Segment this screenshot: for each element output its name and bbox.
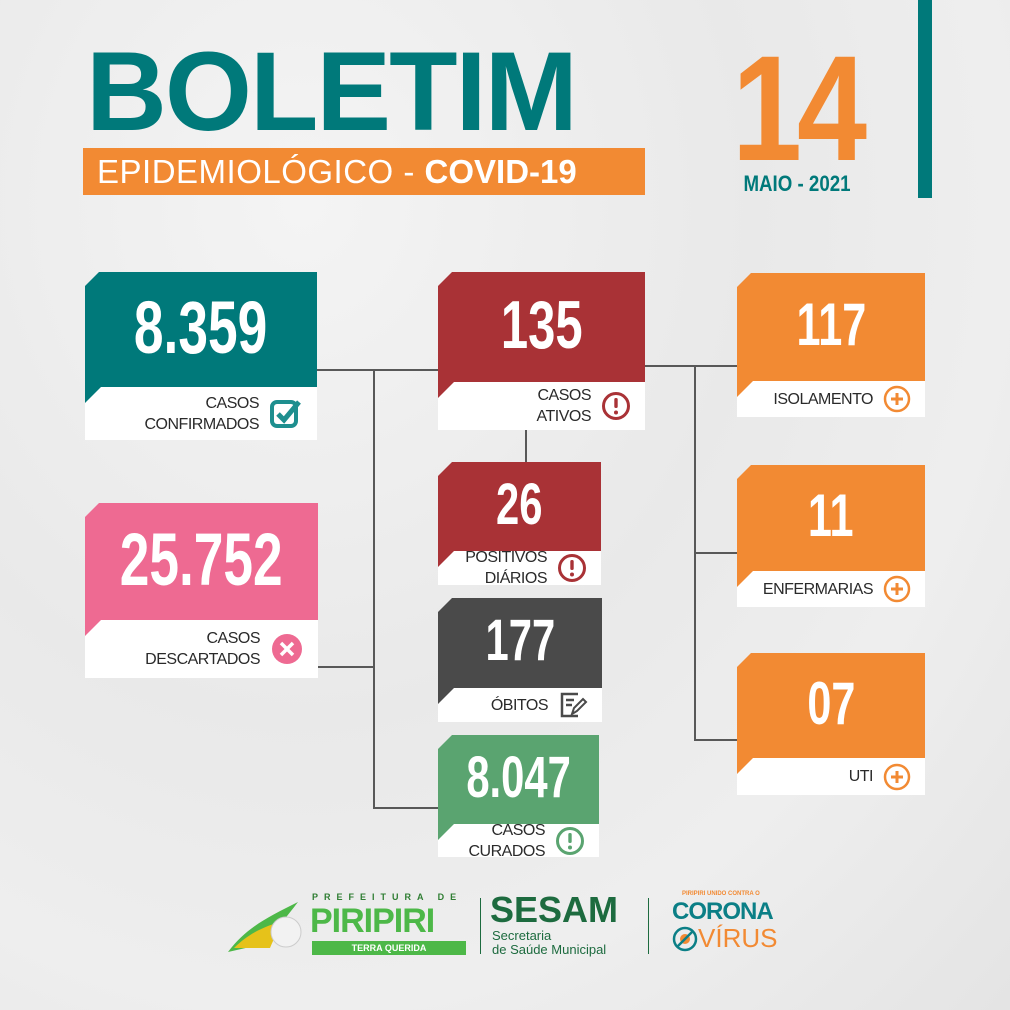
card-label-line1: ISOLAMENTO	[773, 390, 873, 408]
card-casos-descartados: 25.752 CASOS DESCARTADOS	[85, 503, 318, 678]
x-circle-icon	[270, 632, 304, 666]
connector-line	[317, 369, 438, 371]
card-value: 8.359	[134, 286, 268, 369]
card-value: 25.752	[120, 518, 283, 601]
subtitle-light: EPIDEMIOLÓGICO -	[97, 153, 425, 190]
card-label-line1: CASOS	[537, 387, 591, 404]
card-casos-confirmados: 8.359 CASOS CONFIRMADOS	[85, 272, 317, 440]
card-value-header: 26	[438, 462, 601, 567]
card-label: ÓBITOS	[490, 695, 549, 716]
card-value: 07	[806, 670, 856, 737]
card-value-header: 117	[737, 273, 925, 397]
sesam-line1: Secretaria	[492, 928, 552, 943]
card-value-header: 11	[737, 465, 925, 587]
card-label-area: ISOLAMENTO	[737, 381, 925, 417]
connector-line	[373, 369, 375, 809]
corona-line1: CORONA	[672, 898, 774, 925]
card-value: 177	[485, 608, 555, 673]
sesam-line2: de Saúde Municipal	[492, 942, 607, 957]
card-label-line1: POSITIVOS	[465, 549, 547, 566]
card-label-area: ENFERMARIAS	[737, 571, 925, 607]
card-casos-ativos: 135 CASOS ATIVOS	[438, 272, 645, 430]
card-label-area: UTI	[737, 758, 925, 795]
connector-line	[645, 365, 737, 367]
card-value: 135	[500, 287, 583, 363]
subtitle-banner: EPIDEMIOLÓGICO - COVID-19	[83, 148, 645, 195]
check-square-icon	[269, 397, 303, 431]
card-value-header: 8.359	[85, 272, 317, 403]
plus-circle-icon	[883, 575, 911, 603]
footer-logos: PREFEITURA DE PIRIPIRI TERRA QUERIDA SES…	[0, 890, 1010, 960]
card-value: 26	[496, 472, 543, 537]
card-label-line2: CONFIRMADOS	[144, 415, 260, 433]
card-label-line1: ÓBITOS	[490, 696, 549, 714]
plus-circle-icon	[883, 763, 911, 791]
card-uti: 07 UTI	[737, 653, 925, 795]
card-label-line1: ENFERMARIAS	[762, 580, 874, 598]
card-value: 11	[808, 482, 854, 549]
card-label-line2: CURADOS	[468, 842, 545, 860]
card-value-header: 07	[737, 653, 925, 774]
piripiri-tagline: TERRA QUERIDA	[312, 941, 466, 955]
exclamation-circle-icon	[601, 391, 631, 421]
card-label: POSITIVOS DIÁRIOS	[465, 549, 548, 587]
bulletin-title: BOLETIM	[86, 29, 578, 154]
card-label: ISOLAMENTO	[773, 389, 873, 410]
card-label-line1: UTI	[848, 768, 874, 785]
subtitle-bold: COVID-19	[424, 153, 577, 190]
card-label: CASOS CURADOS	[468, 821, 545, 860]
virus-blocked-icon	[672, 926, 698, 952]
card-label-area: ÓBITOS	[438, 688, 602, 722]
card-value: 8.047	[466, 745, 571, 810]
sesam-name: SESAM	[490, 889, 619, 930]
card-label: CASOS ATIVOS	[537, 385, 592, 427]
connector-line	[525, 430, 527, 462]
document-pen-icon	[558, 690, 588, 720]
card-label-area: CASOS ATIVOS	[438, 382, 645, 430]
corona-line2: VÍRUS	[698, 923, 778, 953]
card-enfermarias: 11 ENFERMARIAS	[737, 465, 925, 607]
card-value: 117	[796, 291, 866, 358]
card-label-line2: ATIVOS	[536, 408, 592, 425]
connector-line	[694, 552, 737, 554]
card-label-line1: CASOS	[206, 630, 260, 647]
card-obitos: 177 ÓBITOS	[438, 598, 602, 722]
card-label-area: CASOS DESCARTADOS	[85, 620, 318, 678]
card-label: ENFERMARIAS	[762, 579, 874, 600]
plus-circle-icon	[883, 385, 911, 413]
card-casos-curados: 8.047 CASOS CURADOS	[438, 735, 599, 857]
exclamation-circle-icon	[555, 826, 585, 856]
piripiri-name: PIRIPIRI	[310, 902, 435, 940]
decorative-bar	[918, 0, 932, 198]
divider	[480, 898, 481, 954]
corona-top: PIRIPIRI UNIDO CONTRA O	[682, 891, 760, 897]
sesam-subtitle: Secretaria de Saúde Municipal	[492, 929, 606, 957]
divider	[648, 898, 649, 954]
card-positivos-diarios: 26 POSITIVOS DIÁRIOS	[438, 462, 601, 585]
connector-line	[373, 807, 438, 809]
card-value-header: 8.047	[438, 735, 599, 840]
card-label: CASOS DESCARTADOS	[145, 628, 260, 670]
card-value-header: 135	[438, 272, 645, 398]
piripiri-top: PREFEITURA DE	[312, 892, 463, 902]
date-month-year: MAIO - 2021	[743, 171, 851, 196]
card-label: CASOS CONFIRMADOS	[145, 393, 260, 435]
card-label-area: POSITIVOS DIÁRIOS	[438, 551, 601, 585]
connector-line	[694, 739, 737, 741]
piripiri-flag-icon	[228, 902, 302, 952]
card-label-area: CASOS CURADOS	[438, 824, 599, 857]
card-value-header: 177	[438, 598, 602, 704]
connector-line	[318, 666, 374, 668]
card-label-line1: CASOS	[205, 394, 259, 412]
card-label-area: CASOS CONFIRMADOS	[85, 387, 317, 440]
card-label-line2: DESCARTADOS	[145, 651, 260, 668]
exclamation-circle-icon	[557, 553, 587, 583]
card-label-line2: DIÁRIOS	[484, 570, 548, 587]
card-isolamento: 117 ISOLAMENTO	[737, 273, 925, 417]
card-label-line1: CASOS	[491, 821, 545, 839]
card-value-header: 25.752	[85, 503, 318, 636]
date-day: 14	[731, 24, 867, 192]
card-label: UTI	[848, 766, 874, 787]
